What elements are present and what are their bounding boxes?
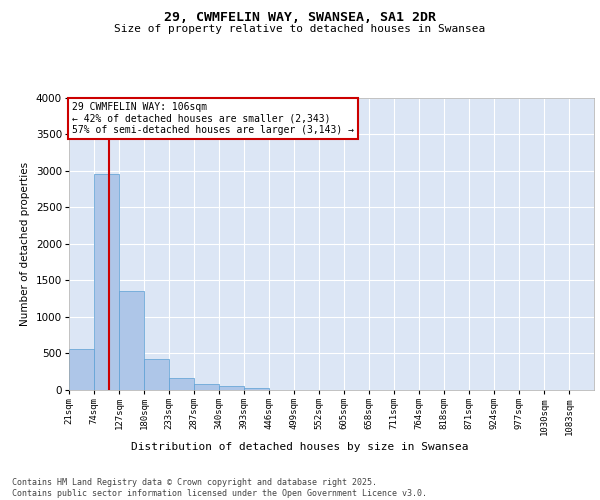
Text: Contains HM Land Registry data © Crown copyright and database right 2025.
Contai: Contains HM Land Registry data © Crown c… [12, 478, 427, 498]
Text: Distribution of detached houses by size in Swansea: Distribution of detached houses by size … [131, 442, 469, 452]
Y-axis label: Number of detached properties: Number of detached properties [20, 162, 30, 326]
Text: Size of property relative to detached houses in Swansea: Size of property relative to detached ho… [115, 24, 485, 34]
Bar [94, 174, 119, 390]
Bar [244, 388, 269, 390]
Bar [169, 378, 194, 390]
Bar [194, 384, 219, 390]
Bar [69, 349, 94, 390]
Bar [144, 360, 169, 390]
Text: 29, CWMFELIN WAY, SWANSEA, SA1 2DR: 29, CWMFELIN WAY, SWANSEA, SA1 2DR [164, 11, 436, 24]
Bar [119, 292, 144, 390]
Text: 29 CWMFELIN WAY: 106sqm
← 42% of detached houses are smaller (2,343)
57% of semi: 29 CWMFELIN WAY: 106sqm ← 42% of detache… [71, 102, 353, 135]
Bar [219, 386, 244, 390]
